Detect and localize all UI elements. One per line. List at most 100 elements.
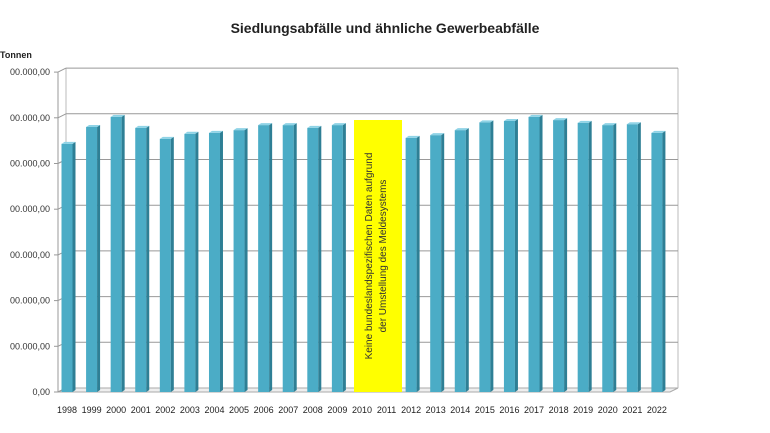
bar-top [430, 133, 445, 136]
x-tick-label: 2016 [499, 405, 519, 415]
bar-1999 [86, 124, 101, 392]
y-tick-label: 00.000,00 [10, 296, 50, 306]
bar-front [307, 127, 319, 392]
bar-2020 [602, 123, 617, 392]
annotation-text-line1: Keine bundeslandspezifischen Daten aufgr… [364, 153, 375, 360]
bar-top [184, 131, 199, 134]
bar-front [208, 132, 220, 393]
bar-side [72, 141, 76, 392]
bar-2021 [626, 122, 641, 392]
bar-1998 [61, 141, 76, 392]
x-tick-label: 1998 [57, 405, 77, 415]
gridline-diagonal [57, 67, 67, 73]
bar-front [86, 126, 98, 392]
bar-front [577, 122, 589, 393]
bar-top [208, 130, 223, 133]
bar-front [405, 137, 417, 392]
bar-2019 [577, 120, 592, 393]
bar-top [553, 118, 568, 121]
x-tick-label: 2009 [327, 405, 347, 415]
bar-front [479, 122, 491, 393]
y-tick-label: 0,00 [32, 387, 50, 397]
bar-top [86, 124, 101, 127]
x-tick-label: 2019 [573, 405, 593, 415]
bar-top [258, 123, 273, 126]
bar-front [110, 116, 122, 393]
bar-side [146, 125, 150, 392]
y-tick-label: 00.000,00 [10, 159, 50, 169]
bar-side [318, 125, 322, 392]
bar-front [528, 116, 540, 393]
bar-2006 [258, 123, 273, 392]
bar-top [479, 120, 494, 123]
y-tick-label: 00.000,00 [10, 341, 50, 351]
bar-side [490, 120, 494, 393]
bar-side [244, 128, 248, 392]
bar-2012 [405, 135, 420, 392]
bar-2001 [135, 125, 150, 392]
x-tick-label: 2018 [549, 405, 569, 415]
bar-2009 [331, 123, 346, 392]
bar-top [135, 125, 150, 128]
bar-2005 [233, 128, 248, 393]
x-tick-label: 2001 [131, 405, 151, 415]
bar-front [331, 125, 343, 392]
gridline-diagonal [57, 113, 67, 119]
bar-top [282, 123, 297, 126]
bar-front [602, 125, 614, 392]
y-axis-unit-label: Tonnen [0, 50, 32, 60]
bar-side [97, 124, 101, 392]
bar-side [662, 130, 666, 393]
x-tick-label: 2017 [524, 405, 544, 415]
bar-front [61, 143, 73, 392]
bar-side [416, 135, 420, 392]
bar-2013 [430, 133, 445, 392]
bar-2003 [184, 131, 199, 393]
bar-side [121, 114, 125, 393]
bar-top [602, 123, 617, 126]
bar-side [195, 131, 199, 393]
bar-side [539, 114, 543, 393]
x-tick-label: 2008 [303, 405, 323, 415]
bar-top [307, 125, 322, 128]
chart-title: Siedlungsabfälle und ähnliche Gewerbeabf… [230, 20, 540, 36]
bar-front [553, 120, 565, 393]
annotation-box [354, 120, 402, 392]
bar-2015 [479, 120, 494, 393]
bar-side [170, 136, 174, 392]
bar-top [454, 128, 469, 131]
bar-front [258, 125, 270, 392]
bar-side [514, 118, 518, 393]
bar-top [528, 114, 543, 117]
bar-top [110, 114, 125, 117]
x-tick-label: 2012 [401, 405, 421, 415]
bar-side [219, 130, 223, 393]
x-tick-label: 2010 [352, 405, 372, 415]
bar-2014 [454, 128, 469, 393]
x-tick-label: 1999 [82, 405, 102, 415]
bar-top [503, 118, 518, 121]
bar-front [454, 130, 466, 393]
x-tick-label: 2013 [426, 405, 446, 415]
bar-side [564, 118, 568, 393]
x-tick-label: 2014 [450, 405, 470, 415]
x-tick-label: 2021 [622, 405, 642, 415]
bar-side [465, 128, 469, 392]
bar-2007 [282, 123, 297, 392]
bar-front [135, 127, 147, 392]
bar-front [626, 124, 638, 392]
x-tick-label: 2020 [598, 405, 618, 415]
x-tick-label: 2007 [278, 405, 298, 415]
bar-top [61, 141, 76, 144]
bar-side [269, 123, 273, 392]
x-tick-label: 2000 [106, 405, 126, 415]
bar-side [588, 120, 592, 393]
bar-top [159, 136, 174, 139]
y-tick-label: 00.000,00 [10, 113, 50, 123]
bar-top [405, 135, 420, 138]
bar-side [342, 123, 346, 392]
x-tick-label: 2015 [475, 405, 495, 415]
x-tick-label: 2022 [647, 405, 667, 415]
x-tick-label: 2005 [229, 405, 249, 415]
